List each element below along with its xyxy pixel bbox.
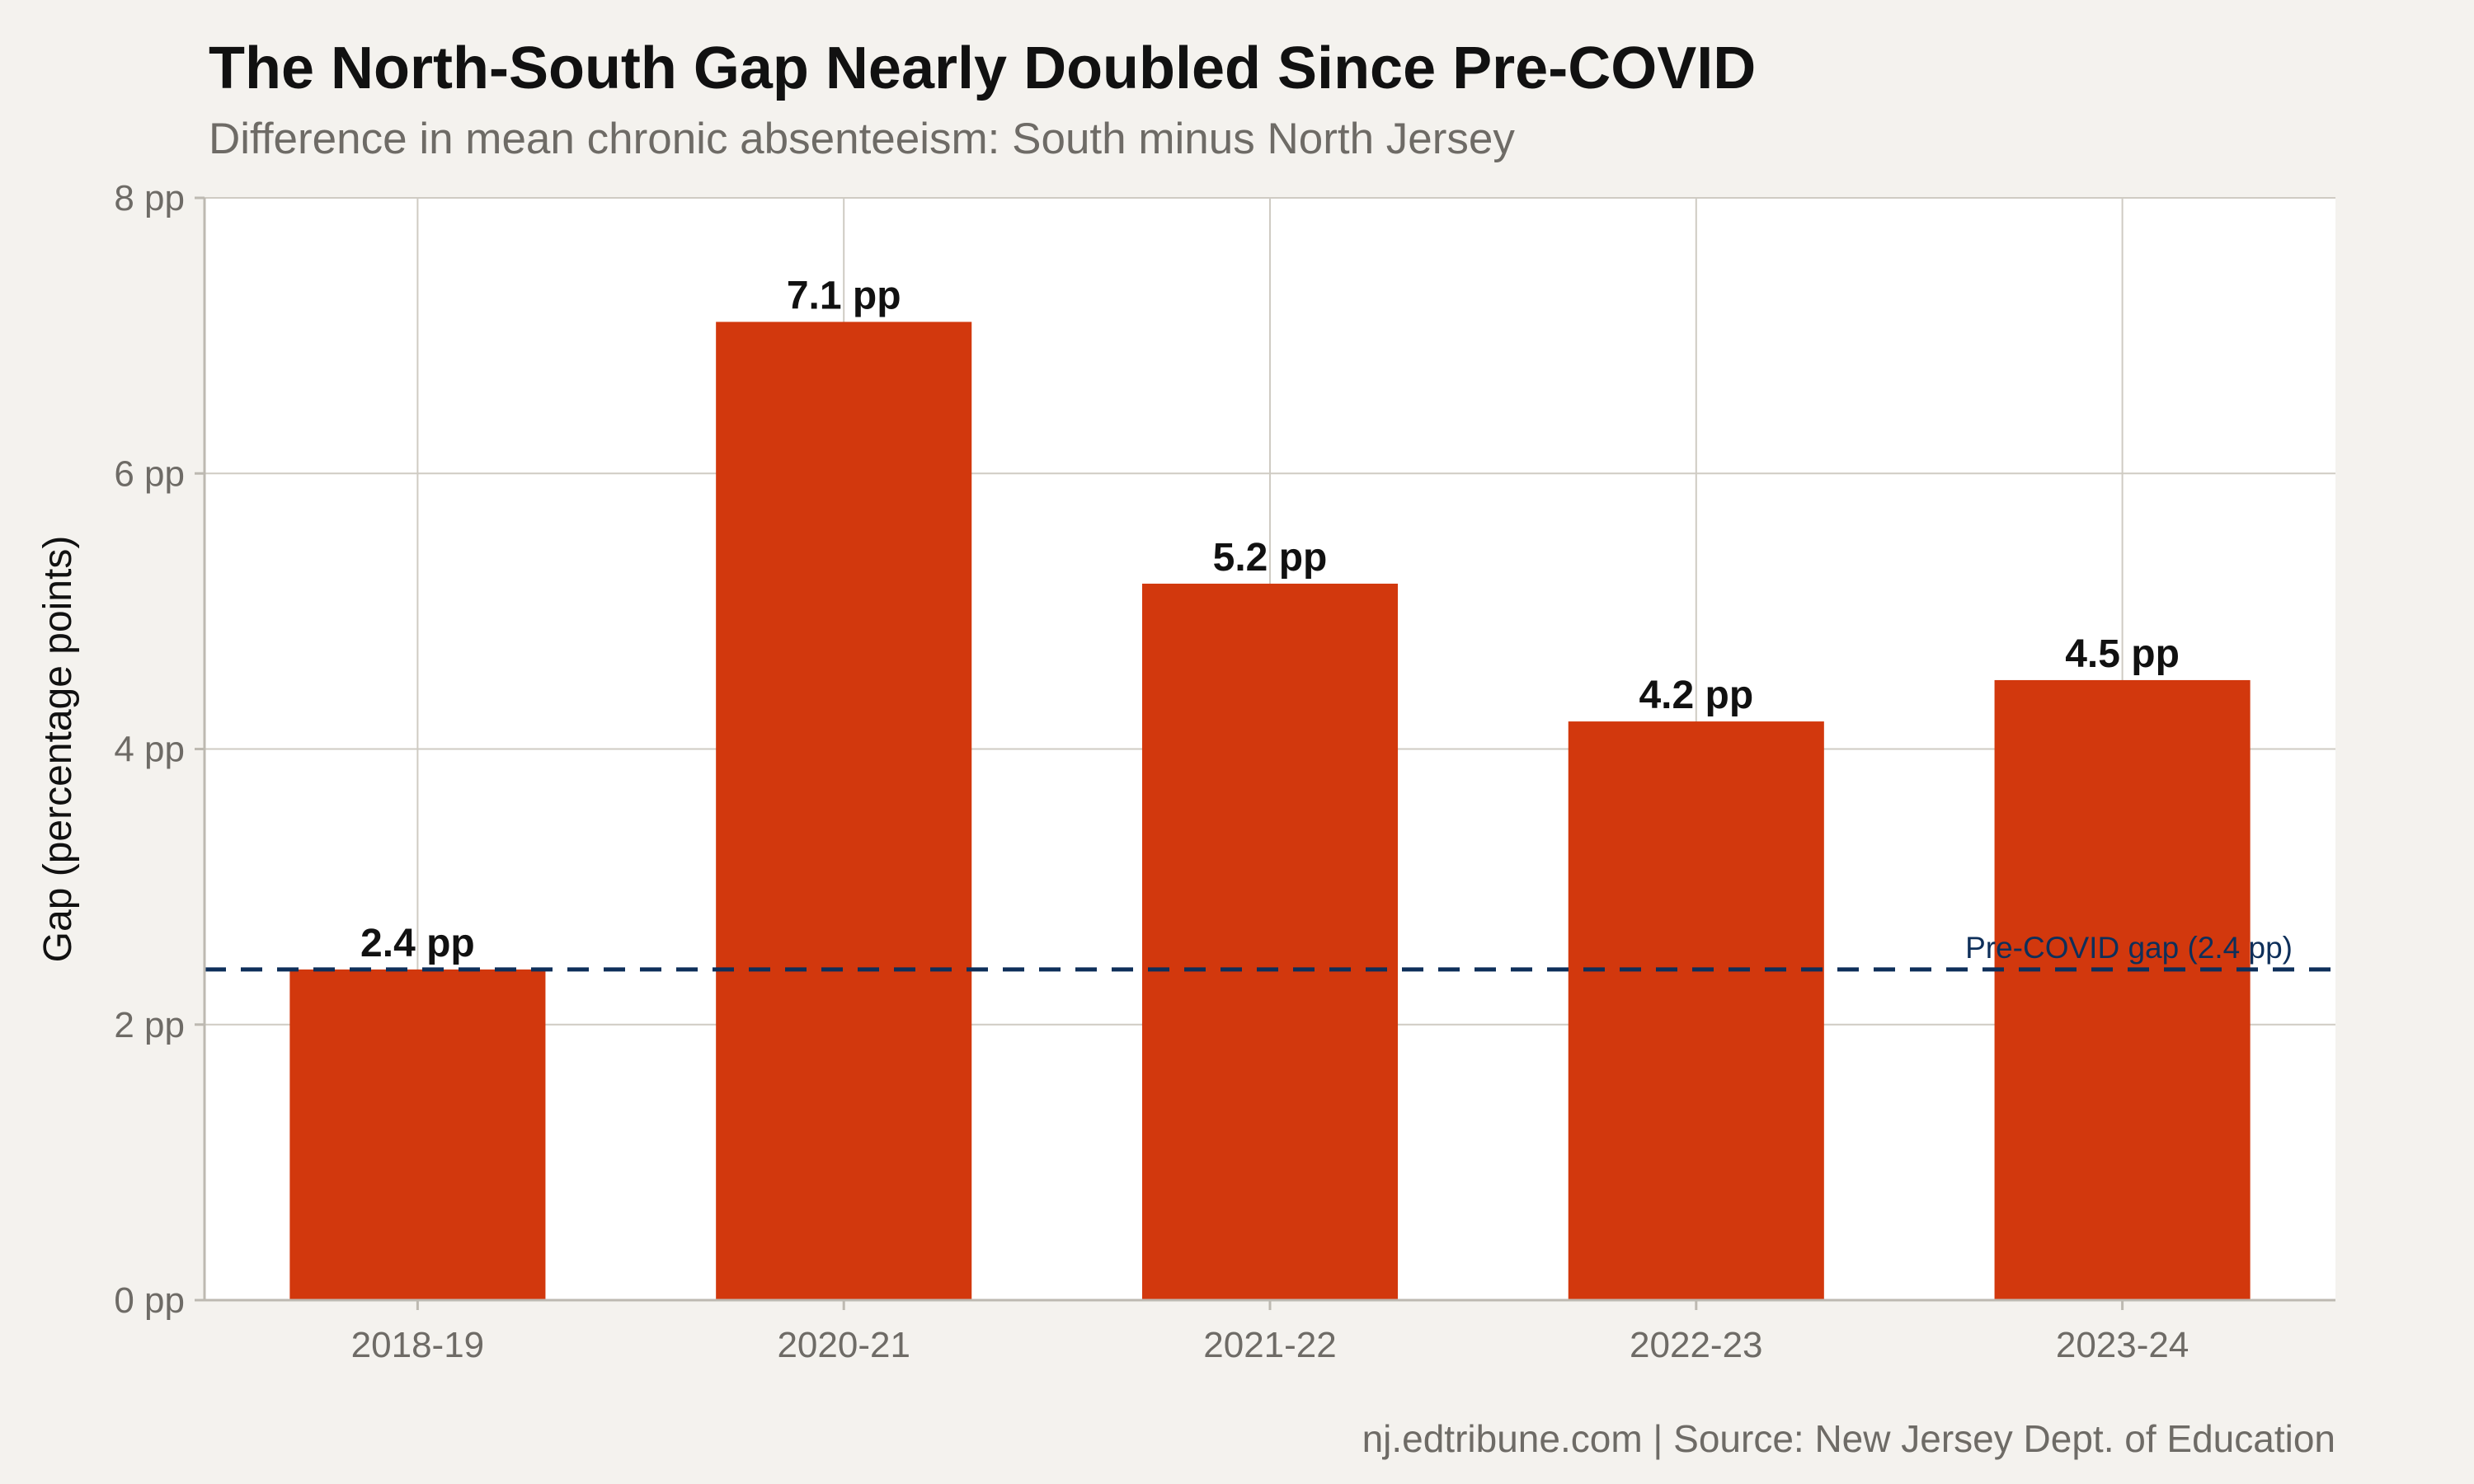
y-tick-label: 4 pp [114, 730, 185, 770]
y-axis-label: Gap (percentage points) [36, 536, 80, 963]
bar-2018-19 [289, 969, 546, 1300]
bar-2020-21 [716, 322, 972, 1301]
bar-2021-22 [1141, 583, 1399, 1300]
bar-2023-24 [1994, 679, 2251, 1300]
bars [289, 322, 2251, 1301]
y-tick-label: 0 pp [114, 1280, 185, 1321]
source-caption: nj.edtribune.com | Source: New Jersey De… [1362, 1417, 2335, 1460]
x-tick-label: 2021-22 [1203, 1325, 1336, 1365]
data-label-2022-23: 4.2 pp [1639, 674, 1753, 717]
x-tick-label: 2018-19 [351, 1325, 484, 1365]
y-tick-label: 6 pp [114, 453, 185, 494]
x-tick-label: 2023-24 [2056, 1325, 2189, 1365]
data-label-2020-21: 7.1 pp [787, 274, 901, 317]
data-label-2023-24: 4.5 pp [2065, 632, 2180, 676]
x-tick-label: 2022-23 [1630, 1325, 1762, 1365]
chart-title: The North-South Gap Nearly Doubled Since… [209, 35, 1757, 101]
y-tick-label: 8 pp [114, 178, 185, 218]
data-labels: 2.4 pp 7.1 pp 5.2 pp 4.2 pp 4.5 pp [360, 274, 2180, 965]
data-label-2021-22: 5.2 pp [1213, 536, 1328, 580]
data-label-2018-19: 2.4 pp [360, 922, 475, 965]
y-tick-label: 2 pp [114, 1005, 185, 1045]
chart-subtitle: Difference in mean chronic absenteeism: … [209, 115, 1515, 163]
axes: 0 pp 2 pp 4 pp 6 pp 8 pp 2018-19 2020-21 2021-2… [114, 178, 2335, 1365]
x-tick-label: 2020-21 [777, 1325, 910, 1365]
reference-line-group: Pre-COVID gap (2.4 pp) [205, 931, 2335, 972]
bar-2022-23 [1568, 721, 1824, 1300]
reference-line-label: Pre-COVID gap (2.4 pp) [1965, 931, 2293, 965]
